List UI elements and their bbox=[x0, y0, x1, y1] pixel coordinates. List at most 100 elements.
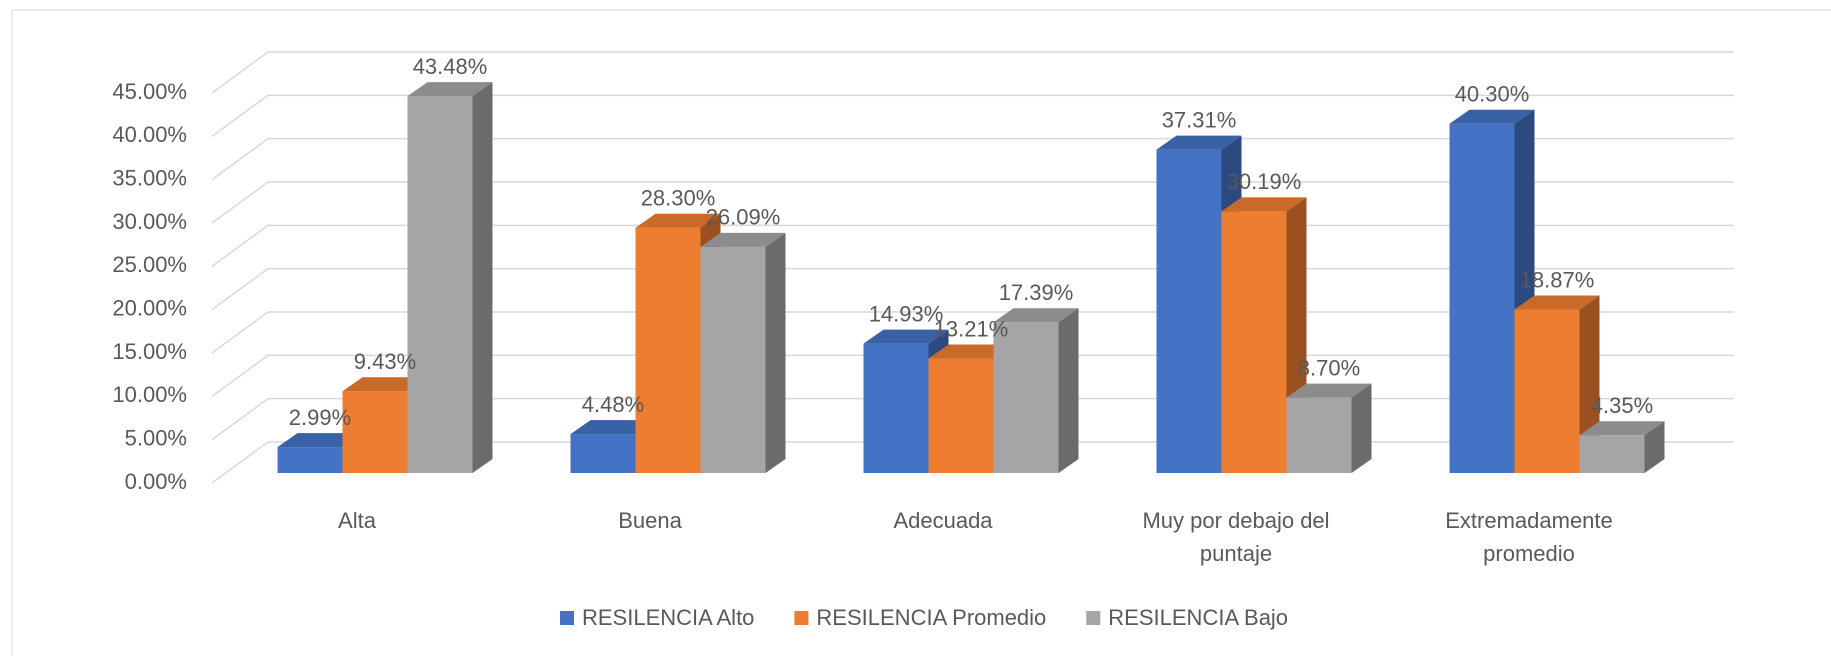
grid-line bbox=[211, 51, 1734, 94]
bar-face bbox=[635, 213, 721, 228]
bar-face bbox=[570, 434, 636, 473]
data-label: 17.39% bbox=[999, 280, 1074, 305]
legend-label: RESILENCIA Bajo bbox=[1108, 605, 1288, 630]
bar-face bbox=[472, 82, 493, 473]
y-tick-label: 40.00% bbox=[112, 122, 187, 147]
bar-face bbox=[700, 246, 766, 473]
x-tick-label: Muy por debajo del puntaje bbox=[1142, 508, 1330, 566]
bar-face bbox=[1156, 149, 1222, 473]
bar-face bbox=[1449, 109, 1535, 124]
bar-face bbox=[928, 344, 1014, 359]
data-label: 28.30% bbox=[641, 186, 716, 211]
data-label: 14.93% bbox=[869, 301, 944, 326]
bar-face bbox=[700, 232, 786, 247]
bar-face bbox=[1156, 135, 1242, 150]
data-label: 9.43% bbox=[354, 349, 416, 374]
bar-face bbox=[700, 232, 786, 247]
y-tick-label: 15.00% bbox=[112, 339, 187, 364]
data-label: 40.30% bbox=[1455, 82, 1530, 107]
y-tick-label: 0.00% bbox=[125, 469, 187, 494]
bar-face bbox=[1351, 383, 1372, 473]
data-label: 2.99% bbox=[289, 405, 351, 430]
bar-face bbox=[1449, 109, 1535, 124]
bar-face bbox=[1058, 308, 1079, 473]
y-tick-label: 45.00% bbox=[112, 79, 187, 104]
bar-face bbox=[277, 433, 363, 448]
y-tick-label: 10.00% bbox=[112, 382, 187, 407]
bar-face bbox=[1286, 383, 1372, 398]
bar bbox=[1286, 383, 1372, 473]
legend-label: RESILENCIA Promedio bbox=[816, 605, 1046, 630]
y-tick-label: 5.00% bbox=[125, 425, 187, 450]
bar-face bbox=[863, 329, 949, 344]
bar-face bbox=[1351, 383, 1372, 473]
bar-face bbox=[342, 377, 428, 392]
x-tick-label: Extremadamente promedio bbox=[1445, 508, 1613, 566]
bar-face bbox=[635, 227, 701, 473]
bar-face bbox=[1579, 421, 1665, 436]
bar-face bbox=[407, 82, 493, 97]
data-label: 26.09% bbox=[706, 205, 781, 230]
y-tick-label: 35.00% bbox=[112, 165, 187, 190]
data-label: 18.87% bbox=[1520, 267, 1595, 292]
bar-face bbox=[407, 82, 493, 97]
bar-face bbox=[993, 308, 1079, 323]
bar-face bbox=[863, 343, 929, 473]
data-label: 43.48% bbox=[413, 54, 488, 79]
y-tick-label: 25.00% bbox=[112, 252, 187, 277]
bar-face bbox=[1449, 123, 1515, 473]
bar-face bbox=[1221, 197, 1307, 212]
bar-face bbox=[342, 377, 428, 392]
bar bbox=[407, 82, 493, 473]
x-tick-label: Buena bbox=[618, 508, 682, 533]
bar bbox=[277, 433, 363, 473]
bar-face bbox=[1221, 211, 1287, 473]
data-label: 4.35% bbox=[1591, 393, 1653, 418]
bar bbox=[700, 232, 786, 473]
bar-face bbox=[928, 358, 994, 473]
data-label: 4.48% bbox=[582, 392, 644, 417]
bar-face bbox=[928, 344, 1014, 359]
bar-face bbox=[635, 213, 721, 228]
bar-face bbox=[1514, 309, 1580, 473]
bar-face bbox=[1286, 397, 1352, 473]
y-tick-label: 30.00% bbox=[112, 209, 187, 234]
bar-face bbox=[1058, 308, 1079, 473]
y-tick-label: 20.00% bbox=[112, 295, 187, 320]
bar-face bbox=[570, 420, 656, 435]
legend-swatch bbox=[794, 611, 809, 625]
data-label: 30.19% bbox=[1227, 169, 1302, 194]
legend-swatch bbox=[560, 611, 574, 625]
bar-face bbox=[1644, 421, 1665, 473]
grid-line bbox=[211, 181, 1734, 224]
data-label: 13.21% bbox=[934, 316, 1009, 341]
bar-face bbox=[1579, 435, 1645, 473]
data-label: 8.70% bbox=[1298, 355, 1360, 380]
bar-face bbox=[472, 82, 493, 473]
bar-face bbox=[1156, 135, 1242, 150]
bar-face bbox=[1644, 421, 1665, 473]
bar-face bbox=[765, 232, 786, 473]
bar-face bbox=[570, 420, 656, 435]
bar-face bbox=[1514, 295, 1600, 310]
bar-face bbox=[993, 322, 1059, 473]
legend-label: RESILENCIA Alto bbox=[582, 605, 754, 630]
bar-face bbox=[277, 433, 363, 448]
data-label: 37.31% bbox=[1162, 107, 1237, 132]
bar bbox=[1579, 421, 1665, 473]
legend-swatch bbox=[1086, 611, 1101, 625]
bar-face bbox=[342, 391, 408, 473]
x-tick-label: Adecuada bbox=[893, 508, 993, 533]
grid-line bbox=[211, 94, 1734, 137]
bar-face bbox=[765, 232, 786, 473]
bar-face bbox=[407, 96, 473, 473]
chart-border bbox=[11, 9, 1831, 656]
bar-face bbox=[1579, 421, 1665, 436]
x-tick-label: Alta bbox=[338, 508, 376, 533]
bar-face bbox=[277, 447, 343, 473]
bar-face bbox=[1221, 197, 1307, 212]
bar-face bbox=[993, 308, 1079, 323]
grid-line bbox=[211, 137, 1734, 181]
